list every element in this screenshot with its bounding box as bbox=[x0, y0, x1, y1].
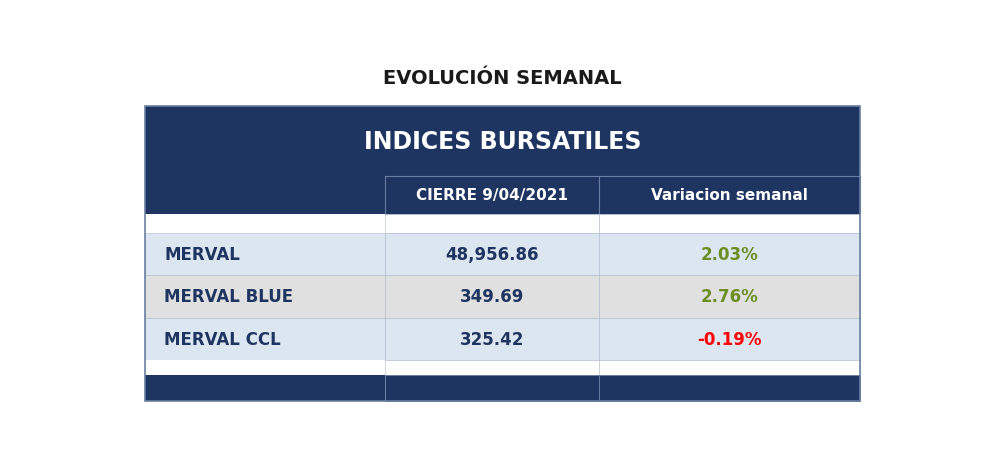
Text: INDICES BURSATILES: INDICES BURSATILES bbox=[364, 130, 642, 154]
FancyBboxPatch shape bbox=[385, 360, 599, 375]
FancyBboxPatch shape bbox=[385, 375, 599, 401]
FancyBboxPatch shape bbox=[145, 107, 860, 176]
FancyBboxPatch shape bbox=[599, 375, 860, 401]
FancyBboxPatch shape bbox=[145, 234, 385, 276]
FancyBboxPatch shape bbox=[145, 375, 385, 401]
FancyBboxPatch shape bbox=[385, 276, 599, 318]
Text: MERVAL BLUE: MERVAL BLUE bbox=[165, 288, 293, 306]
FancyBboxPatch shape bbox=[145, 360, 385, 375]
Text: 48,956.86: 48,956.86 bbox=[445, 246, 539, 264]
FancyBboxPatch shape bbox=[145, 276, 385, 318]
FancyBboxPatch shape bbox=[599, 360, 860, 375]
FancyBboxPatch shape bbox=[599, 276, 860, 318]
Text: 2.03%: 2.03% bbox=[700, 246, 758, 264]
FancyBboxPatch shape bbox=[385, 234, 599, 276]
Text: EVOLUCIÓN SEMANAL: EVOLUCIÓN SEMANAL bbox=[384, 69, 622, 88]
FancyBboxPatch shape bbox=[385, 318, 599, 360]
FancyBboxPatch shape bbox=[599, 176, 860, 215]
Text: 349.69: 349.69 bbox=[460, 288, 524, 306]
Text: MERVAL CCL: MERVAL CCL bbox=[165, 330, 282, 348]
FancyBboxPatch shape bbox=[599, 234, 860, 276]
Text: MERVAL: MERVAL bbox=[165, 246, 240, 264]
FancyBboxPatch shape bbox=[145, 176, 385, 215]
FancyBboxPatch shape bbox=[599, 318, 860, 360]
Text: 2.76%: 2.76% bbox=[700, 288, 758, 306]
Text: CIERRE 9/04/2021: CIERRE 9/04/2021 bbox=[416, 188, 568, 203]
FancyBboxPatch shape bbox=[145, 215, 385, 234]
Text: -0.19%: -0.19% bbox=[697, 330, 762, 348]
FancyBboxPatch shape bbox=[385, 215, 599, 234]
Text: Variacion semanal: Variacion semanal bbox=[651, 188, 808, 203]
FancyBboxPatch shape bbox=[385, 176, 599, 215]
Text: 325.42: 325.42 bbox=[460, 330, 524, 348]
FancyBboxPatch shape bbox=[599, 215, 860, 234]
FancyBboxPatch shape bbox=[145, 318, 385, 360]
